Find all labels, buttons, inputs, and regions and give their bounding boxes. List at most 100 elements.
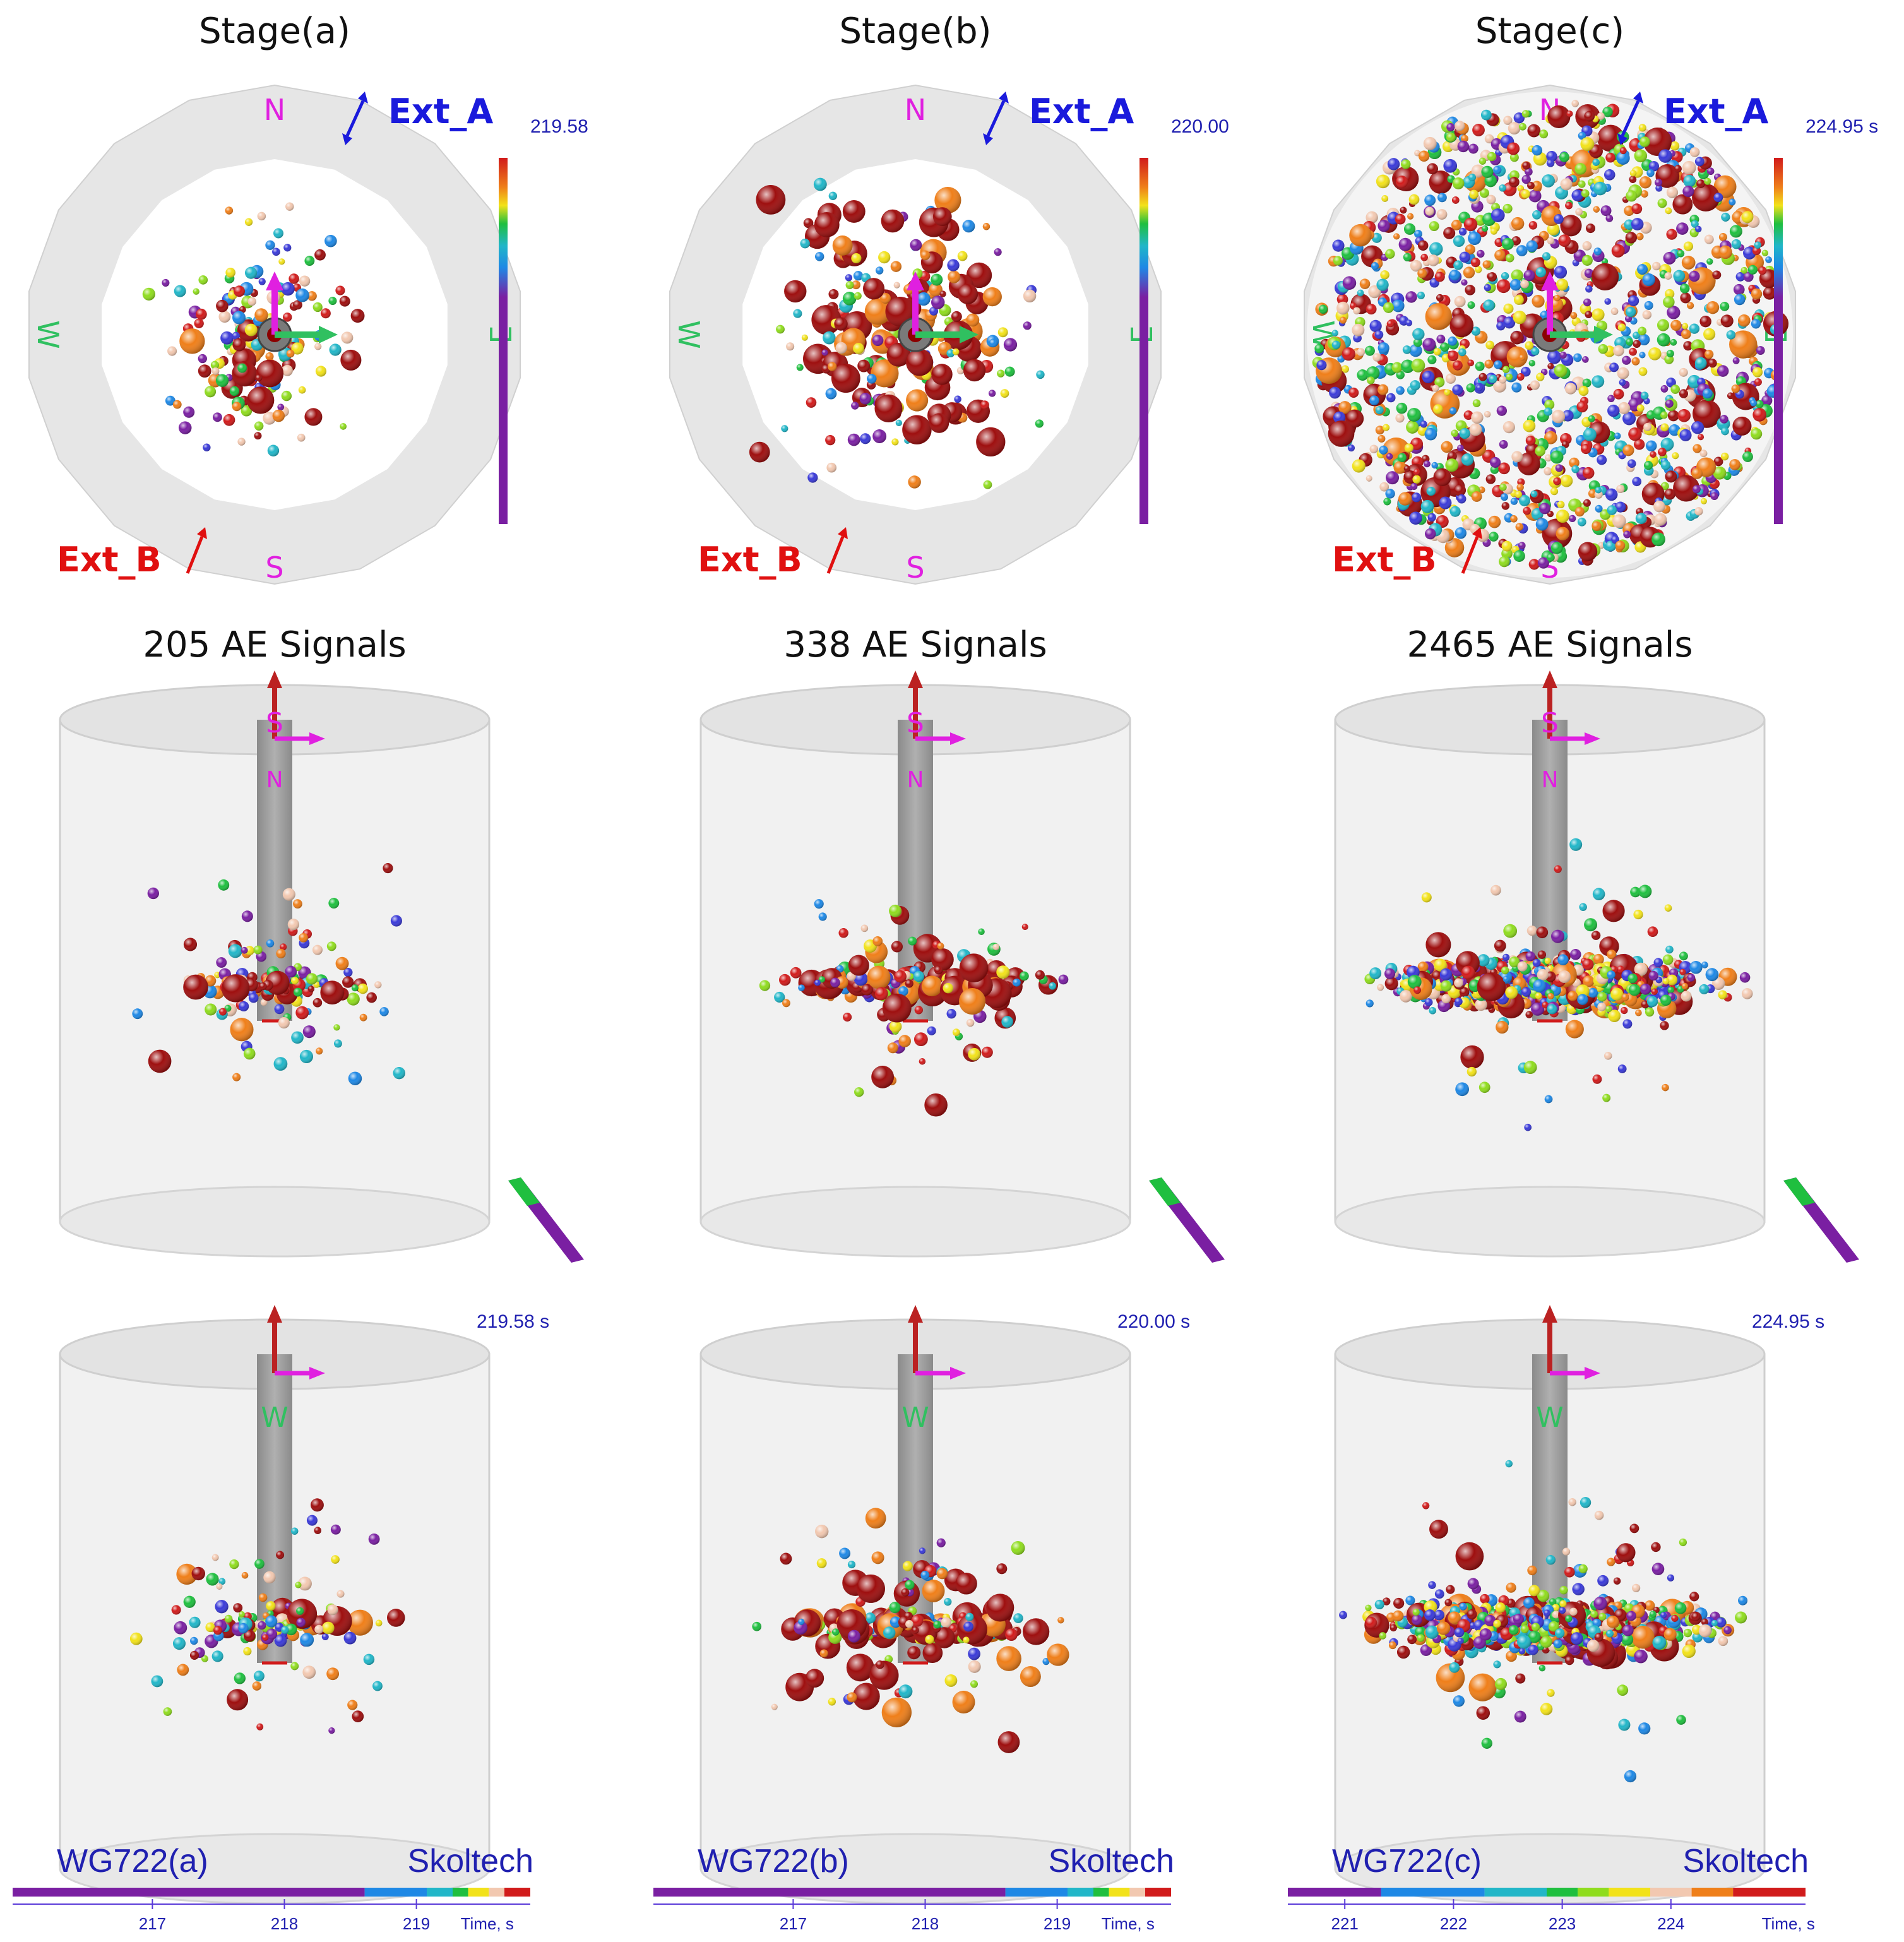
ae-event-sphere	[872, 429, 887, 443]
ae-event-sphere	[1516, 484, 1524, 491]
ae-event-sphere	[1613, 1577, 1621, 1585]
ae-event-sphere	[1696, 179, 1705, 188]
ae-event-sphere	[386, 1609, 405, 1627]
ae-event-sphere	[327, 1604, 338, 1616]
ext-a-label: Ext_A	[1663, 92, 1769, 131]
ae-event-sphere	[1366, 475, 1372, 482]
ae-event-sphere	[1667, 1574, 1675, 1582]
ae-event-sphere	[1424, 427, 1437, 441]
ae-event-sphere	[881, 209, 905, 233]
ae-event-sphere	[944, 1674, 958, 1687]
ae-event-sphere	[1451, 196, 1460, 204]
ae-event-sphere	[1518, 542, 1526, 549]
ae-event-sphere	[359, 1013, 367, 1022]
ae-event-sphere	[1022, 1618, 1050, 1645]
ae-event-sphere	[289, 273, 299, 284]
ae-event-sphere	[1532, 958, 1541, 967]
ae-event-sphere	[933, 1620, 941, 1629]
ae-event-sphere	[838, 928, 848, 938]
ae-event-sphere	[205, 1003, 217, 1016]
ae-event-sphere	[225, 206, 234, 215]
ae-event-sphere	[1583, 427, 1597, 441]
ae-event-sphere	[1035, 970, 1045, 980]
ae-event-sphere	[1555, 464, 1563, 472]
time-strip-segment	[1733, 1888, 1806, 1897]
ae-event-sphere	[233, 1603, 243, 1613]
ae-event-sphere	[1617, 1064, 1627, 1073]
ae-event-sphere	[843, 1013, 852, 1022]
ae-event-sphere	[978, 928, 985, 935]
ae-event-sphere	[1594, 1510, 1604, 1520]
ae-event-sphere	[357, 983, 368, 994]
ae-event-sphere	[1400, 989, 1412, 1003]
ae-event-sphere	[1752, 367, 1763, 378]
ae-event-sphere	[191, 1566, 205, 1581]
ae-event-sphere	[1386, 393, 1396, 403]
ae-event-sphere	[1490, 885, 1501, 896]
ae-event-sphere	[1699, 450, 1708, 458]
side-view-row-2: W 219.58 s WG722(a) Skoltech 217 218 219 Time, …	[13, 1305, 1824, 1933]
ae-event-sphere	[1395, 414, 1405, 423]
ae-event-sphere	[867, 965, 891, 989]
ae-event-sphere	[211, 1650, 223, 1662]
ae-event-sphere	[1609, 362, 1619, 372]
ae-event-sphere	[147, 887, 159, 900]
ae-event-sphere	[1426, 486, 1436, 496]
ae-event-sphere	[1592, 308, 1605, 321]
ae-event-sphere	[1357, 289, 1364, 297]
ae-event-sphere	[1494, 1677, 1507, 1690]
ae-event-sphere	[1374, 330, 1384, 339]
ae-event-sphere	[1614, 432, 1621, 439]
ae-event-sphere	[335, 285, 345, 295]
ae-event-sphere	[854, 1087, 864, 1097]
ae-event-sphere	[216, 957, 227, 968]
ae-event-sphere	[1058, 974, 1069, 985]
ae-event-sphere	[1703, 328, 1716, 340]
ae-event-sphere	[1643, 460, 1653, 470]
ae-event-sphere	[957, 251, 968, 261]
ae-event-sphere	[1448, 337, 1458, 346]
ae-event-sphere	[1489, 532, 1499, 542]
ae-event-sphere	[825, 388, 837, 400]
ae-event-sphere	[1446, 1585, 1455, 1594]
ae-event-sphere	[941, 1617, 951, 1628]
ae-event-sphere	[1418, 240, 1429, 251]
ae-event-sphere	[1412, 475, 1421, 484]
ae-event-sphere	[1674, 1602, 1687, 1614]
time-strip-segment	[1609, 1888, 1650, 1897]
ae-event-sphere	[1383, 424, 1390, 431]
ae-event-sphere	[827, 362, 837, 371]
ae-event-sphere	[1556, 509, 1569, 523]
ae-event-sphere	[1336, 301, 1350, 315]
ae-event-sphere	[1652, 261, 1661, 271]
ae-event-sphere	[1636, 232, 1644, 241]
ae-event-sphere	[1410, 380, 1420, 391]
side-marker-north: N	[907, 765, 924, 791]
ae-event-sphere	[232, 402, 242, 412]
ae-event-sphere	[1377, 220, 1390, 232]
ae-event-sphere	[1424, 1609, 1436, 1621]
ae-event-sphere	[1607, 970, 1615, 979]
ae-event-sphere	[1544, 1609, 1551, 1617]
ae-event-sphere	[1353, 307, 1360, 314]
ae-event-sphere	[1704, 234, 1714, 244]
time-strip-segment	[1547, 1888, 1578, 1897]
ae-event-sphere	[1011, 1540, 1025, 1555]
time-readout-top: 219.58	[530, 116, 588, 137]
ae-event-sphere	[1639, 983, 1651, 995]
ae-event-sphere	[1420, 253, 1428, 261]
time-tick-label: 219	[1044, 1914, 1071, 1933]
ae-event-sphere	[1468, 143, 1479, 154]
ae-event-sphere	[954, 395, 961, 403]
ae-event-sphere	[342, 976, 354, 988]
ae-event-sphere	[996, 1646, 1021, 1671]
ae-event-sphere	[340, 349, 362, 371]
ae-event-sphere	[321, 1633, 329, 1641]
ae-event-sphere	[937, 943, 944, 950]
ae-event-sphere	[1646, 440, 1657, 452]
ae-event-sphere	[1564, 383, 1577, 395]
ae-event-sphere	[1459, 251, 1470, 263]
ae-event-sphere	[372, 1681, 383, 1691]
stage-title: Stage(c)	[1475, 11, 1624, 52]
